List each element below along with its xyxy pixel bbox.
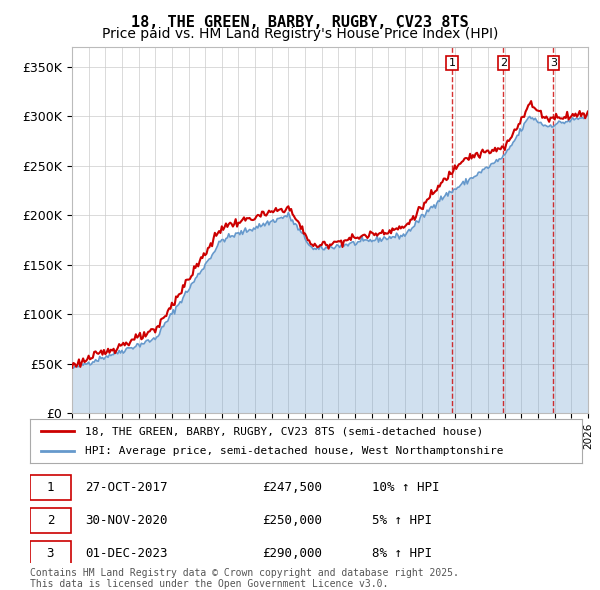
Text: 1: 1: [448, 58, 455, 68]
Text: 3: 3: [47, 547, 54, 560]
Text: £250,000: £250,000: [262, 514, 322, 527]
Text: Price paid vs. HM Land Registry's House Price Index (HPI): Price paid vs. HM Land Registry's House …: [102, 27, 498, 41]
Text: 5% ↑ HPI: 5% ↑ HPI: [372, 514, 432, 527]
Text: 01-DEC-2023: 01-DEC-2023: [85, 547, 168, 560]
Text: Contains HM Land Registry data © Crown copyright and database right 2025.
This d: Contains HM Land Registry data © Crown c…: [30, 568, 459, 589]
Text: 27-OCT-2017: 27-OCT-2017: [85, 481, 168, 494]
Text: 10% ↑ HPI: 10% ↑ HPI: [372, 481, 440, 494]
FancyBboxPatch shape: [30, 541, 71, 566]
FancyBboxPatch shape: [30, 508, 71, 533]
Text: 18, THE GREEN, BARBY, RUGBY, CV23 8TS (semi-detached house): 18, THE GREEN, BARBY, RUGBY, CV23 8TS (s…: [85, 427, 484, 436]
Text: 8% ↑ HPI: 8% ↑ HPI: [372, 547, 432, 560]
Text: HPI: Average price, semi-detached house, West Northamptonshire: HPI: Average price, semi-detached house,…: [85, 446, 504, 455]
Text: 2: 2: [500, 58, 507, 68]
Text: £290,000: £290,000: [262, 547, 322, 560]
Text: £247,500: £247,500: [262, 481, 322, 494]
Text: 18, THE GREEN, BARBY, RUGBY, CV23 8TS: 18, THE GREEN, BARBY, RUGBY, CV23 8TS: [131, 15, 469, 30]
Text: 2: 2: [47, 514, 54, 527]
FancyBboxPatch shape: [30, 475, 71, 500]
Text: 30-NOV-2020: 30-NOV-2020: [85, 514, 168, 527]
Text: 3: 3: [550, 58, 557, 68]
Text: 1: 1: [47, 481, 54, 494]
